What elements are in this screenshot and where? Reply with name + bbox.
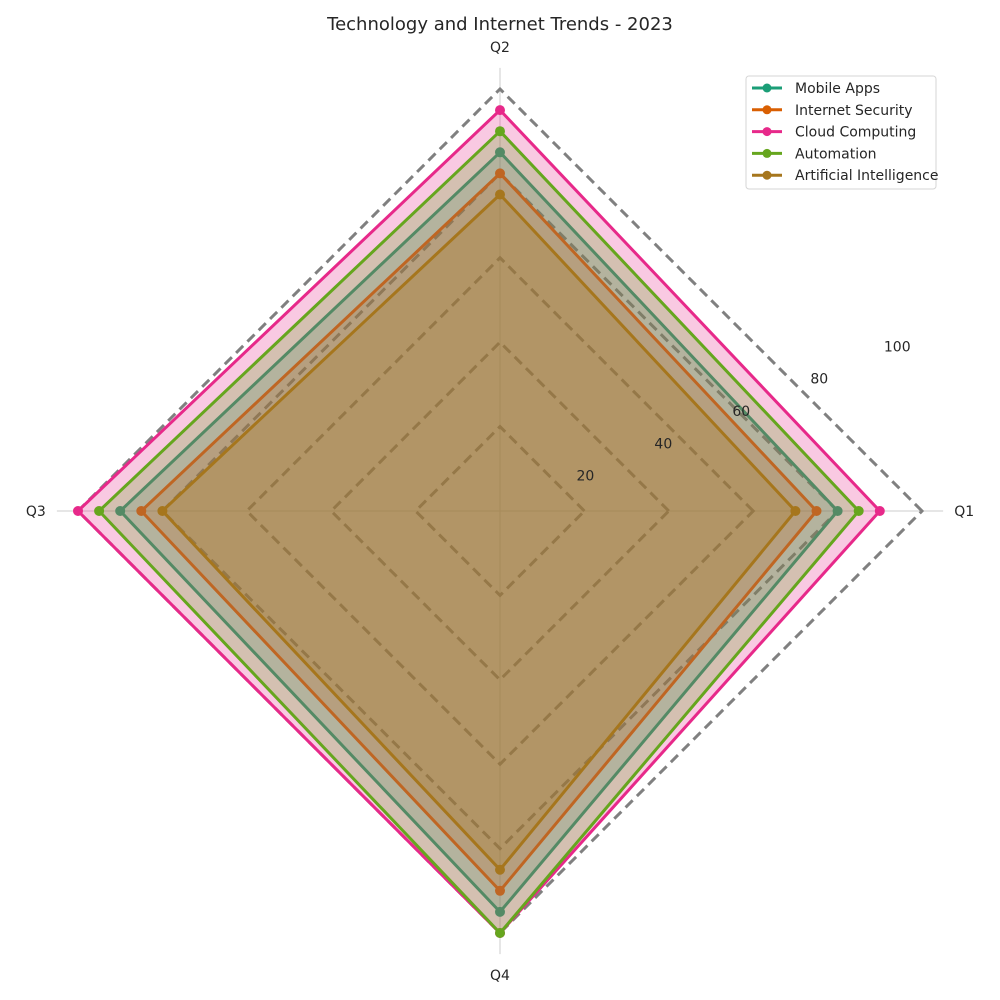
legend-marker-automation (762, 148, 772, 158)
data-point-mobile-apps-q1 (832, 506, 843, 516)
legend-item-internet-security: Internet Security (752, 103, 913, 119)
data-point-internet-security-q1 (811, 506, 822, 516)
legend-marker-mobile-apps (762, 83, 772, 93)
legend-label-mobile-apps: Mobile Apps (795, 81, 880, 97)
category-labels: Q1 Q2 Q3 Q4 (26, 40, 974, 984)
category-label-q2: Q2 (490, 40, 510, 56)
data-point-internet-security-q2 (495, 168, 505, 179)
legend-item-mobile-apps: Mobile Apps (752, 81, 880, 97)
data-point-artificial-intelligence-q1 (790, 506, 801, 516)
data-point-artificial-intelligence-q2 (495, 189, 505, 200)
category-label-q1: Q1 (954, 504, 974, 520)
legend-label-internet-security: Internet Security (795, 103, 913, 119)
legend-frame (745, 75, 937, 190)
data-point-mobile-apps-q3 (115, 506, 126, 516)
legend-label-artificial-intelligence: Artificial Intelligence (795, 168, 939, 184)
data-point-cloud-computing-q1 (874, 506, 885, 516)
legend-marker-internet-security (762, 105, 772, 115)
data-point-cloud-computing-q2 (495, 105, 505, 116)
legend-item-cloud-computing: Cloud Computing (752, 125, 916, 141)
data-point-artificial-intelligence-q3 (157, 506, 168, 516)
radial-tick-label-80: 80 (810, 372, 828, 388)
grid-ring-60 (244, 255, 756, 767)
radial-tick-label-60: 60 (732, 404, 750, 420)
data-point-mobile-apps-q2 (495, 147, 505, 158)
data-point-automation-q4 (495, 928, 505, 938)
series-area-cloud-computing (78, 110, 880, 934)
legend-label-automation: Automation (795, 146, 877, 162)
grid-ring-80 (160, 171, 840, 851)
data-point-artificial-intelligence-q4 (495, 864, 505, 875)
legend-label-cloud-computing: Cloud Computing (795, 125, 916, 141)
series-artificial-intelligence (157, 189, 801, 875)
legend-item-automation: Automation (752, 146, 877, 162)
data-point-internet-security-q4 (495, 885, 505, 896)
legend-marker-cloud-computing (762, 127, 772, 137)
legend-item-artificial-intelligence: Artificial Intelligence (752, 168, 939, 184)
category-label-q3: Q3 (26, 504, 46, 520)
data-point-internet-security-q3 (136, 506, 147, 516)
data-point-automation-q2 (495, 126, 505, 137)
category-label-q4: Q4 (490, 968, 510, 984)
data-point-automation-q1 (853, 506, 864, 516)
legend: Mobile Apps Internet Security Cloud Comput… (745, 75, 939, 190)
data-point-cloud-computing-q3 (73, 506, 83, 516)
chart-title: Technology and Internet Trends - 2023 (326, 14, 673, 35)
series-area-artificial-intelligence (162, 194, 796, 870)
series-automation (94, 126, 864, 938)
data-point-automation-q3 (94, 506, 105, 516)
radial-tick-label-20: 20 (576, 469, 594, 485)
radial-ticks: 20 40 60 80 100 (576, 339, 910, 484)
legend-marker-artificial-intelligence (762, 170, 772, 180)
radial-tick-label-40: 40 (654, 436, 672, 452)
series-layer (73, 105, 885, 938)
data-point-mobile-apps-q4 (495, 906, 505, 917)
radial-tick-label-100: 100 (884, 339, 911, 355)
